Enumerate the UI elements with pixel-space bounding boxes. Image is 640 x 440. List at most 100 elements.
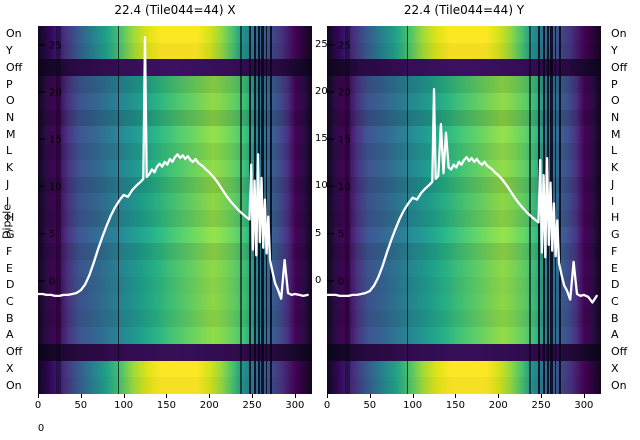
heatmap-row-k: [327, 159, 601, 178]
flagged-channel-stripe: [529, 26, 531, 394]
heatmap-row-c: [327, 293, 601, 311]
heatmap-row-off: [327, 343, 601, 362]
heatmap-row-j: [327, 176, 601, 194]
dipole-label: P: [611, 77, 618, 91]
y-tick-label-right: 25: [315, 38, 328, 50]
heatmap-row-h: [327, 210, 601, 228]
heatmap-row-x: [38, 360, 312, 378]
heatmap-row-on: [38, 377, 312, 394]
dipole-label: F: [6, 244, 13, 258]
flagged-channel-stripe: [117, 26, 120, 394]
heatmap-row-l: [38, 143, 312, 161]
x-tick-mark: [80, 394, 82, 398]
flagged-channel-stripe: [344, 26, 351, 394]
heatmap-row-m: [38, 126, 312, 144]
heatmap-row-m: [327, 126, 601, 144]
heatmap-row-e: [327, 260, 601, 278]
x-tick-mark: [252, 394, 254, 398]
heatmap-row-f: [38, 243, 312, 261]
heatmap-row-n: [38, 109, 312, 127]
y-tick-label: 20: [338, 88, 351, 99]
x-tick-label: 200: [199, 400, 219, 411]
heatmap-row-d: [327, 276, 601, 295]
y-tick-label: 5: [338, 229, 344, 240]
bandpass-line: [327, 88, 598, 304]
x-tick-label: 50: [74, 400, 88, 411]
dipole-label: N: [611, 111, 620, 124]
heatmap-row-n: [327, 109, 601, 127]
heatmap-panel-y: 0 5 10 15 20 25: [327, 26, 601, 394]
dipole-label: J: [6, 177, 10, 191]
y-tick-label: 10: [338, 182, 351, 193]
dipole-label: Off: [611, 60, 628, 74]
heatmap-row-i: [38, 193, 312, 211]
x-tick-label: 300: [574, 400, 594, 411]
heatmap-row-b: [38, 310, 312, 328]
bottom-left-tick: 0: [37, 423, 45, 434]
y-tick-label-right: 15: [315, 133, 328, 145]
dipole-label: X: [6, 361, 14, 375]
dipole-label: I: [6, 194, 10, 208]
y-tick-label: 15: [338, 135, 351, 146]
y-tick-label: 5: [49, 229, 55, 240]
y-tick-label-right: 5: [315, 227, 322, 239]
x-tick-label: 50: [363, 400, 377, 411]
dipole-label: Off: [611, 345, 628, 359]
x-tick-mark: [294, 394, 296, 398]
dipole-label: Off: [6, 345, 23, 359]
bandpass-overlay: 0 5 10 15 20 25: [327, 40, 598, 304]
x-tick-mark: [166, 394, 168, 398]
heatmap-row-on: [38, 26, 312, 44]
dipole-label: H: [611, 211, 620, 225]
heatmap-row-on: [327, 26, 601, 44]
flagged-channel-stripe: [265, 26, 268, 394]
heatmap-row-y: [327, 42, 601, 61]
flagged-channel-stripe: [55, 26, 62, 394]
heatmap-row-l: [327, 143, 601, 161]
heatmap-row-x: [327, 360, 601, 378]
dipole-label: Y: [611, 44, 618, 58]
y-tick-label: 15: [49, 135, 62, 146]
x-tick-label: 150: [445, 400, 465, 411]
y-tick-label: 0: [338, 276, 344, 287]
y-tick-label: 25: [49, 40, 62, 51]
y-tick-label-right: 10: [315, 180, 328, 192]
dipole-label: Off: [6, 60, 23, 74]
x-tick-label: 0: [323, 400, 331, 411]
dipole-label: O: [611, 94, 620, 108]
dipole-label: J: [611, 177, 615, 191]
heatmap-row-c: [38, 293, 312, 311]
heatmap-row-k: [38, 159, 312, 178]
x-tick-mark: [412, 394, 414, 398]
dipole-label: K: [6, 161, 14, 175]
x-tick-mark: [369, 394, 371, 398]
x-tick-label: 0: [34, 400, 42, 411]
dipole-label: D: [611, 278, 620, 292]
heatmap-row-p: [38, 76, 312, 94]
dipole-label: E: [611, 261, 618, 275]
x-tick-mark: [498, 394, 500, 398]
dipole-label: L: [6, 144, 13, 158]
x-tick-label: 150: [156, 400, 176, 411]
x-tick-mark: [209, 394, 211, 398]
y-tick-label: 0: [49, 276, 55, 287]
heatmap-row-d: [38, 276, 312, 295]
dipole-label: H: [6, 211, 15, 225]
x-tick-label: 100: [403, 400, 423, 411]
x-tick-mark: [327, 394, 328, 398]
heatmap-row-e: [38, 260, 312, 278]
dipole-label: L: [611, 144, 618, 158]
heatmap-row-o: [38, 92, 312, 111]
heatmap-row-p: [327, 76, 601, 94]
dipole-label: B: [6, 311, 14, 325]
x-tick-mark: [455, 394, 457, 398]
dipole-label: B: [611, 311, 619, 325]
heatmap-row-o: [327, 92, 601, 111]
heatmap-row-on: [327, 377, 601, 394]
x-tick-label: 250: [242, 400, 262, 411]
heatmap-row-off: [38, 343, 312, 362]
heatmap-row-off: [327, 59, 601, 77]
dipole-label: G: [611, 228, 620, 242]
panel-title-y: 22.4 (Tile044=44) Y: [403, 3, 525, 17]
